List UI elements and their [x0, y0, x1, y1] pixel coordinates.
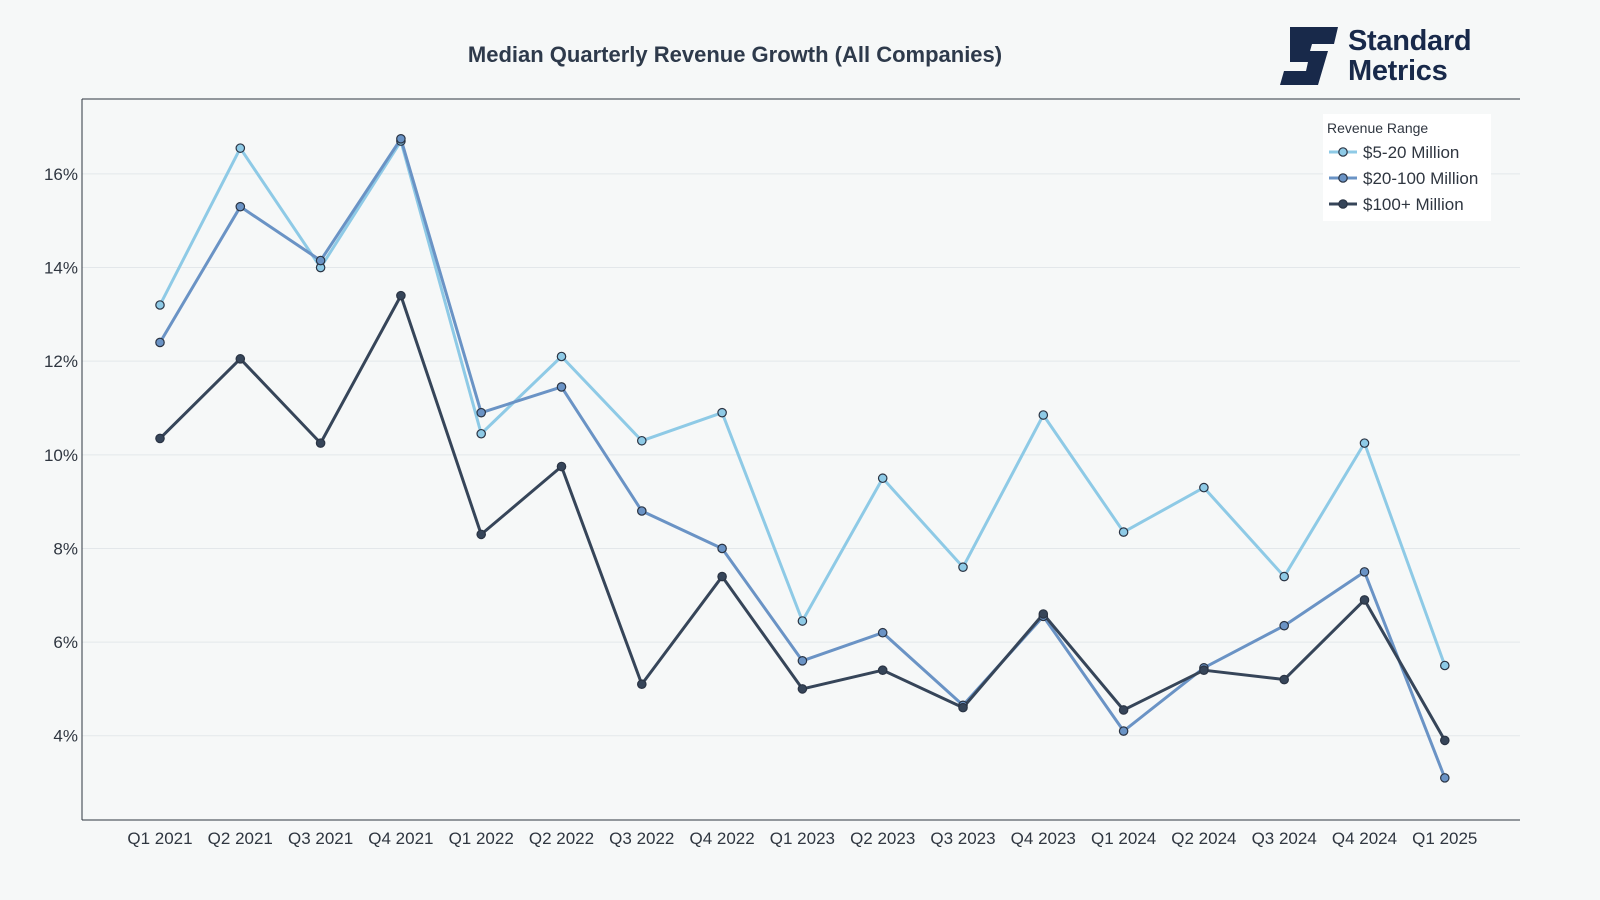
x-tick-label: Q3 2023: [930, 829, 995, 848]
data-point: [877, 665, 888, 675]
data-point: [1038, 410, 1049, 420]
legend: Revenue Range $5-20 Million $20-100 Millio…: [1323, 114, 1491, 221]
data-point: [556, 382, 567, 392]
data-point: [556, 351, 567, 362]
legend-item-label: $100+ Million: [1363, 195, 1464, 214]
plot-area: [82, 99, 1520, 820]
data-point: [958, 562, 968, 572]
x-tick-label: Q1 2023: [770, 829, 835, 848]
data-points: [155, 133, 1450, 783]
data-point: [1359, 438, 1370, 448]
y-tick-label: 14%: [44, 259, 78, 278]
data-point: [476, 407, 486, 418]
data-point: [1279, 674, 1289, 685]
data-point: [717, 407, 727, 418]
x-tick-label: Q1 2022: [449, 829, 514, 848]
legend-swatch-marker: [1338, 199, 1348, 209]
data-point: [235, 201, 246, 212]
data-point: [1440, 773, 1450, 783]
brand-logo: Standard Metrics: [1280, 25, 1472, 87]
legend-item-label: $20-100 Million: [1363, 169, 1478, 188]
data-point: [797, 684, 808, 694]
data-point: [636, 679, 647, 690]
y-tick-label: 12%: [44, 352, 78, 371]
x-tick-label: Q4 2024: [1332, 829, 1397, 848]
data-point: [235, 143, 246, 153]
x-tick-label: Q2 2023: [850, 829, 915, 848]
data-point: [1279, 571, 1289, 582]
data-point: [1359, 567, 1370, 577]
legend-swatch-marker: [1338, 173, 1348, 183]
x-tick-label: Q1 2025: [1412, 829, 1477, 848]
x-tick-label: Q4 2022: [689, 829, 754, 848]
data-point: [556, 461, 567, 472]
brand-line-1: Standard: [1348, 25, 1472, 57]
data-point: [155, 433, 165, 444]
data-point: [1440, 660, 1450, 671]
x-tick-label: Q1 2021: [127, 829, 192, 848]
data-point: [1118, 527, 1129, 537]
data-point: [877, 473, 888, 484]
legend-title: Revenue Range: [1327, 120, 1428, 136]
data-point: [1118, 726, 1129, 736]
data-point: [1118, 705, 1129, 715]
data-point: [958, 702, 968, 713]
data-point: [797, 656, 808, 666]
x-tick-label: Q3 2022: [609, 829, 674, 848]
x-tick-label: Q2 2021: [208, 829, 273, 848]
x-tick-label: Q1 2024: [1091, 829, 1156, 848]
data-point: [235, 354, 246, 364]
data-point: [396, 133, 406, 144]
data-point: [1279, 620, 1289, 631]
brand-mark-icon: [1280, 27, 1338, 85]
x-tick-label: Q2 2022: [529, 829, 594, 848]
brand-wordmark: Standard Metrics: [1348, 25, 1472, 87]
data-point: [396, 290, 406, 301]
y-tick-label: 8%: [53, 539, 78, 558]
brand-line-2: Metrics: [1348, 55, 1448, 87]
data-point: [1038, 609, 1049, 619]
y-tick-label: 16%: [44, 165, 78, 184]
x-tick-label: Q3 2021: [288, 829, 353, 848]
y-tick-label: 4%: [53, 727, 78, 746]
x-tick-label: Q2 2024: [1171, 829, 1236, 848]
data-point: [315, 255, 326, 266]
data-point: [155, 337, 165, 348]
y-tick-label: 10%: [44, 446, 78, 465]
legend-swatch-marker: [1338, 147, 1348, 157]
x-tick-label: Q4 2021: [368, 829, 433, 848]
data-point: [476, 529, 486, 540]
gridlines: [82, 99, 1520, 820]
data-point: [1440, 735, 1450, 746]
data-point: [717, 543, 727, 554]
legend-item-label: $5-20 Million: [1363, 143, 1459, 162]
data-point: [155, 300, 165, 310]
data-point: [1359, 595, 1370, 605]
data-point: [476, 428, 486, 439]
data-point: [797, 616, 808, 626]
data-point: [1199, 482, 1209, 493]
x-tick-label: Q3 2024: [1252, 829, 1317, 848]
chart-title: Median Quarterly Revenue Growth (All Com…: [467, 42, 1003, 67]
data-point: [1199, 665, 1209, 675]
axes: 4% 6% 8% 10% 12% 14% 16% Q1 2021 Q2 2021 Q3 2021 Q…: [44, 98, 1520, 848]
data-point: [315, 438, 326, 448]
data-point: [636, 506, 647, 516]
x-tick-label: Q4 2023: [1011, 829, 1076, 848]
data-point: [877, 627, 888, 638]
data-point: [717, 571, 727, 582]
y-tick-label: 6%: [53, 633, 78, 652]
data-point: [636, 435, 647, 446]
